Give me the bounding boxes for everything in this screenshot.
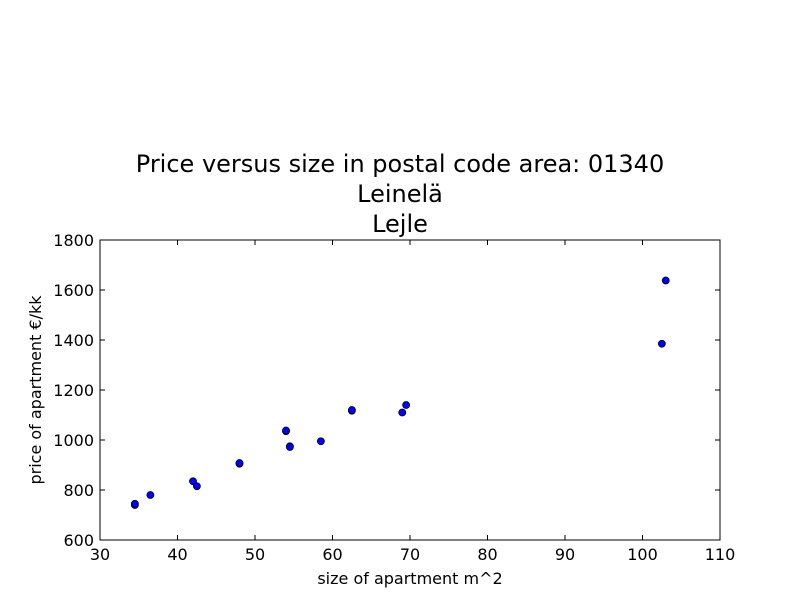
data-point (130, 499, 139, 508)
y-tick-label: 1800 (53, 231, 94, 250)
data-point (402, 401, 411, 409)
x-tick-label: 90 (555, 545, 575, 564)
y-axis-label: price of apartment €/kk (26, 295, 45, 485)
x-tick-label: 50 (245, 545, 265, 564)
x-tick-label: 100 (627, 545, 658, 564)
data-point (398, 408, 407, 417)
data-point (657, 339, 666, 348)
y-tick-label: 1000 (53, 431, 94, 450)
x-tick-label: 40 (167, 545, 187, 564)
y-tick-label: 600 (63, 531, 94, 550)
x-tick-label: 70 (400, 545, 420, 564)
x-tick-label: 110 (705, 545, 736, 564)
chart-title-line-1: Price versus size in postal code area: 0… (135, 150, 665, 178)
chart-title-line-2: Leinelä (357, 180, 443, 208)
x-axis-label: size of apartment m^2 (317, 569, 502, 588)
axes-frame (99, 239, 721, 541)
x-tick-label: 60 (322, 545, 342, 564)
y-tick-label: 1600 (53, 281, 94, 300)
y-tick-label: 800 (63, 481, 94, 500)
data-point (316, 437, 325, 446)
y-tick-label: 1200 (53, 381, 94, 400)
data-point (347, 406, 356, 414)
data-point (282, 426, 290, 435)
data-point (285, 443, 294, 451)
chart-title-line-3: Lejle (372, 210, 428, 238)
data-point (146, 491, 155, 499)
data-point (192, 482, 201, 491)
x-tick-label: 30 (90, 545, 110, 564)
x-tick-label: 80 (477, 545, 497, 564)
y-tick-label: 1400 (53, 331, 94, 350)
data-point (235, 459, 244, 467)
data-point (661, 276, 670, 285)
